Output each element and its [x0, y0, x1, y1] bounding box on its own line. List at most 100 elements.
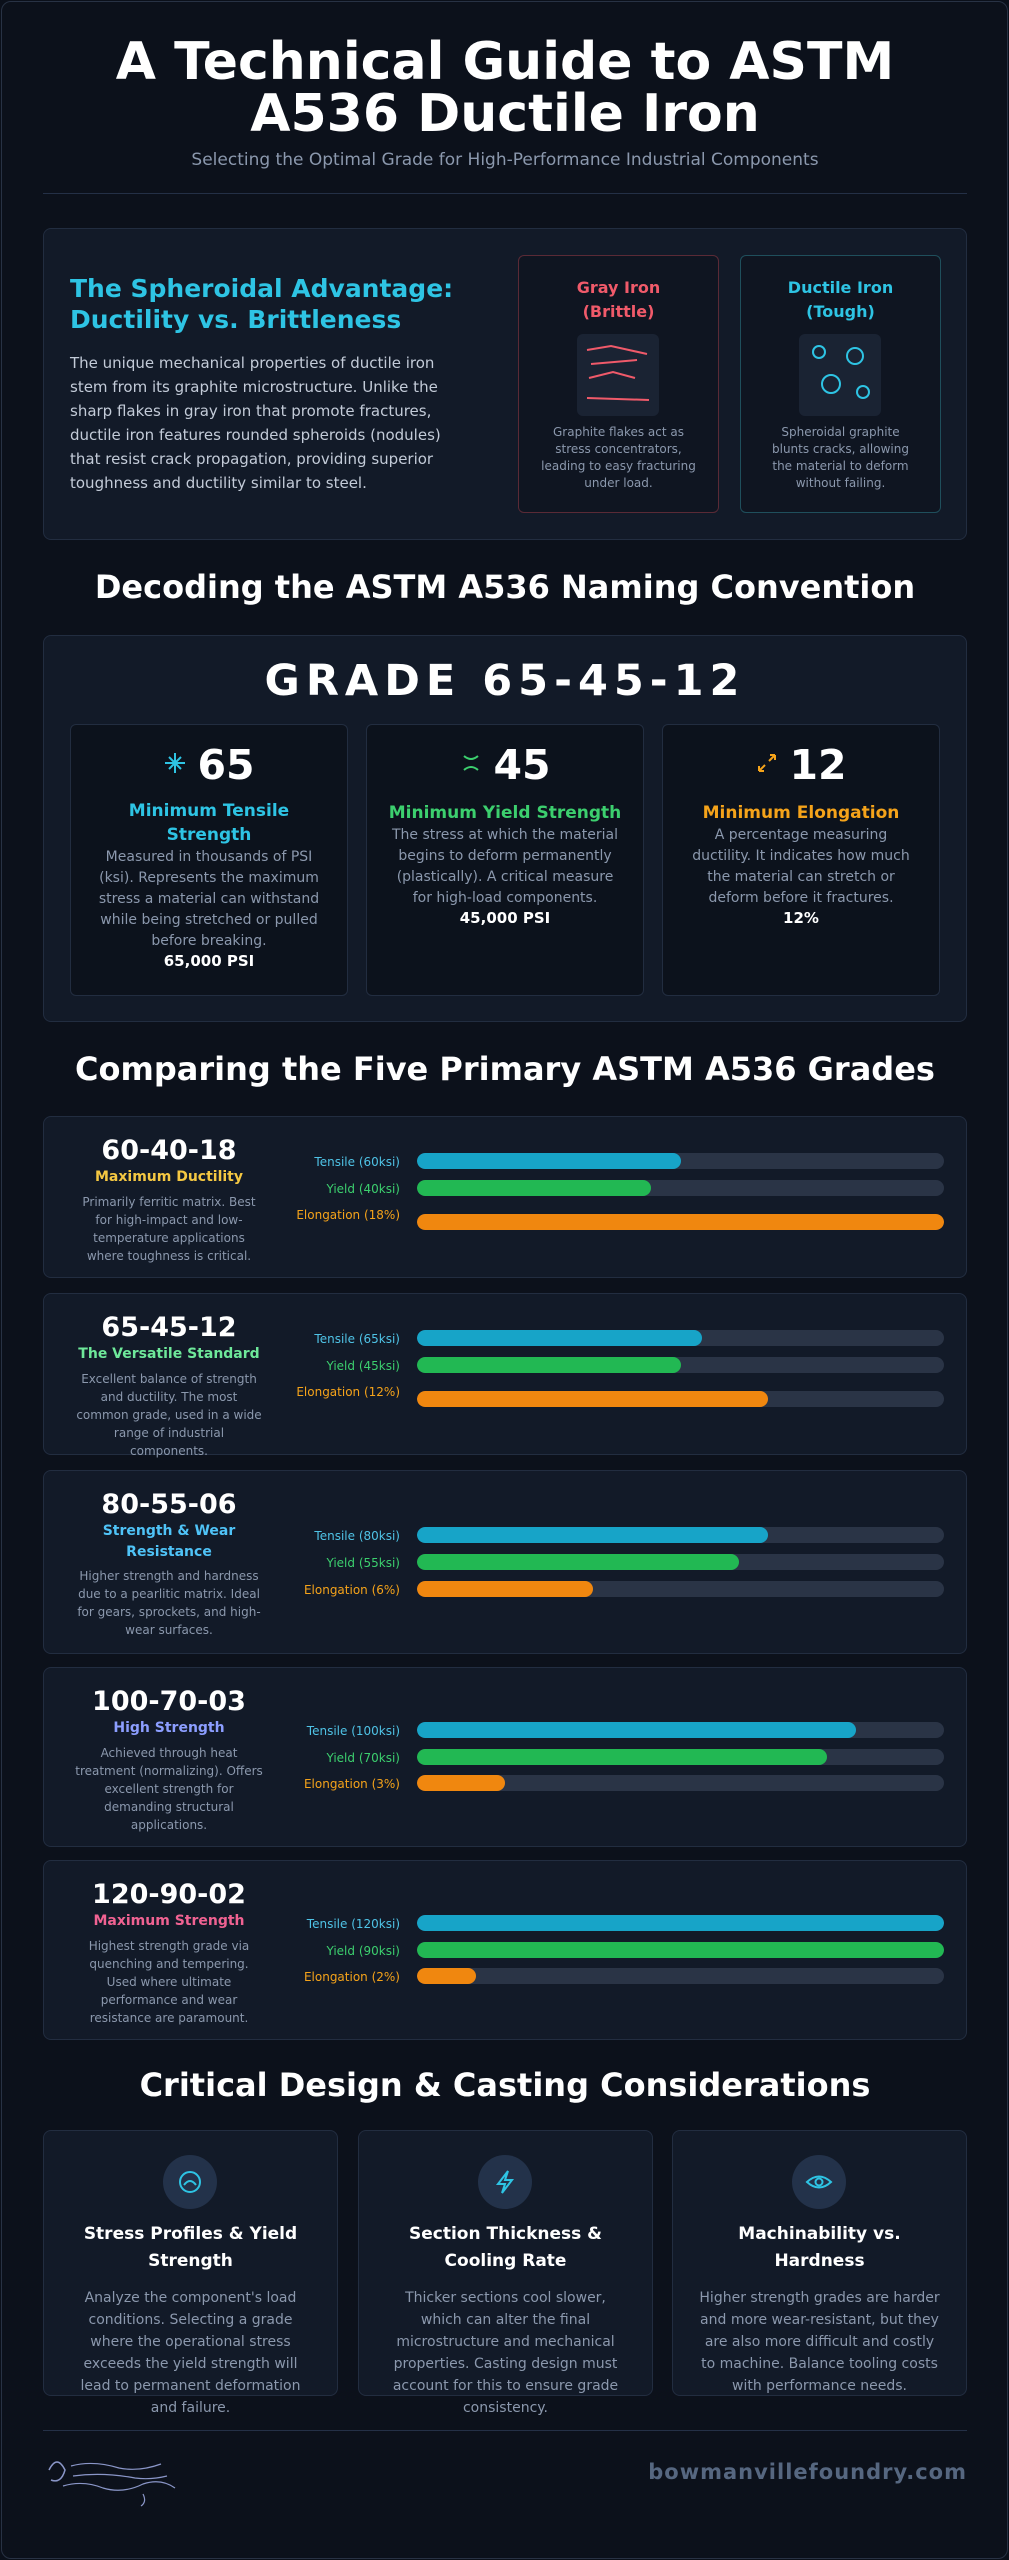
- tensile-bar: [417, 1722, 857, 1738]
- elongation-bar: [417, 1391, 769, 1407]
- elongation-bar-row: Elongation (12%): [294, 1383, 944, 1419]
- gray-iron-desc: Graphite flakes act as stress concentrat…: [541, 425, 696, 490]
- naming-heading: Decoding the ASTM A536 Naming Convention: [94, 568, 916, 606]
- grade-name: 65-45-12: [101, 1312, 237, 1343]
- tensile-bar-row: Tensile (80ksi): [294, 1527, 944, 1547]
- tensile-icon: [163, 751, 187, 779]
- yield-bar: [417, 1180, 652, 1196]
- grade-desc: Excellent balance of strength and ductil…: [76, 1372, 262, 1458]
- elongation-value: 12%: [783, 909, 819, 927]
- ductile-iron-desc: Spheroidal graphite blunts cracks, allow…: [772, 425, 909, 490]
- yield-bar-label: Yield (40ksi): [326, 1182, 400, 1196]
- tensile-bar-row: Tensile (65ksi): [294, 1330, 944, 1350]
- yield-text: The stress at which the material begins …: [392, 827, 618, 906]
- grade-card-100-70-03: 100-70-03 High Strength Achieved through…: [43, 1667, 967, 1847]
- tensile-part: 65 Minimum Tensile Strength Measured in …: [70, 724, 348, 996]
- elongation-bar-label: Elongation (2%): [303, 1970, 400, 1984]
- grade-desc: Higher strength and hardness due to a pe…: [77, 1569, 261, 1637]
- tensile-bar-label: Tensile (120ksi): [306, 1917, 400, 1931]
- tensile-bar-label: Tensile (65ksi): [314, 1332, 400, 1346]
- grade-subtitle: The Versatile Standard: [78, 1346, 260, 1362]
- elongation-bar: [417, 1775, 505, 1791]
- elongation-bar-label: Elongation (3%): [303, 1777, 400, 1791]
- expand-icon: [755, 751, 779, 779]
- elongation-bar: [417, 1968, 476, 1984]
- grade-name: 100-70-03: [92, 1686, 246, 1717]
- consideration-title: Stress Profiles & Yield Strength: [83, 2224, 298, 2271]
- page-subtitle: Selecting the Optimal Grade for High-Per…: [191, 150, 819, 170]
- elongation-label: Minimum Elongation: [702, 803, 900, 823]
- grade-name: 120-90-02: [92, 1879, 246, 1910]
- yield-icon: [459, 751, 483, 779]
- tensile-bar-label: Tensile (60ksi): [314, 1155, 400, 1169]
- yield-bar-row: Yield (90ksi): [294, 1942, 944, 1962]
- consideration-stress: Stress Profiles & Yield Strength Analyze…: [43, 2130, 338, 2416]
- company-logo[interactable]: [43, 2450, 183, 2510]
- naming-card: GRADE 65-45-12 65 Minimum Tensile Streng…: [43, 635, 967, 1022]
- grade-subtitle: Maximum Ductility: [94, 1169, 244, 1185]
- elongation-bar-label: Elongation (18%): [296, 1208, 400, 1222]
- yield-part: 45 Minimum Yield Strength The stress at …: [366, 724, 644, 996]
- consideration-text: Thicker sections cool slower, which can …: [392, 2290, 619, 2416]
- yield-bar-row: Yield (70ksi): [294, 1749, 944, 1769]
- advantage-title: The Spheroidal Advantage: Ductility vs. …: [70, 274, 454, 334]
- elongation-bar: [417, 1214, 944, 1230]
- tensile-number: 65: [197, 741, 255, 789]
- gray-iron-title: Gray Iron (Brittle): [576, 278, 661, 321]
- yield-bar-label: Yield (70ksi): [326, 1751, 400, 1765]
- page-title: A Technical Guide to ASTM A536 Ductile I…: [115, 32, 895, 144]
- elongation-number: 12: [789, 741, 847, 789]
- yield-bar-label: Yield (55ksi): [326, 1556, 400, 1570]
- advantage-text: The unique mechanical properties of duct…: [70, 354, 441, 492]
- elongation-bar-label: Elongation (12%): [296, 1385, 400, 1399]
- yield-bar: [417, 1554, 740, 1570]
- yield-bar: [417, 1357, 681, 1373]
- yield-number: 45: [493, 741, 551, 789]
- tensile-value: 65,000 PSI: [163, 952, 255, 970]
- yield-bar-label: Yield (45ksi): [326, 1359, 400, 1373]
- yield-bar-label: Yield (90ksi): [326, 1944, 400, 1958]
- grade-desc: Primarily ferritic matrix. Best for high…: [82, 1195, 256, 1263]
- advantage-card: The Spheroidal Advantage: Ductility vs. …: [43, 228, 967, 540]
- grade-desc: Highest strength grade via quenching and…: [88, 1939, 250, 2025]
- divider: [43, 193, 967, 194]
- grade-subtitle: Maximum Strength: [93, 1913, 245, 1929]
- yield-value: 45,000 PSI: [459, 909, 551, 927]
- elongation-bar-row: Elongation (6%): [294, 1581, 944, 1601]
- stress-icon: [163, 2155, 217, 2209]
- grade-desc: Achieved through heat treatment (normali…: [75, 1746, 263, 1832]
- grade-card-65-45-12: 65-45-12 The Versatile Standard Excellen…: [43, 1293, 967, 1458]
- grade-name: 60-40-18: [101, 1135, 237, 1166]
- lightning-icon: [478, 2155, 532, 2209]
- yield-bar-row: Yield (45ksi): [294, 1357, 944, 1377]
- yield-bar-row: Yield (55ksi): [294, 1554, 944, 1574]
- tensile-bar-row: Tensile (120ksi): [294, 1915, 944, 1935]
- grade-card-60-40-18: 60-40-18 Maximum Ductility Primarily fer…: [43, 1116, 967, 1278]
- grade-example: GRADE 65-45-12: [264, 656, 746, 706]
- elongation-text: A percentage measuring ductility. It ind…: [692, 827, 910, 906]
- consideration-title: Section Thickness & Cooling Rate: [408, 2224, 603, 2271]
- tensile-bar-row: Tensile (100ksi): [294, 1722, 944, 1742]
- elongation-bar-label: Elongation (6%): [303, 1583, 400, 1597]
- tensile-text: Measured in thousands of PSI (ksi). Repr…: [98, 849, 320, 949]
- elongation-bar: [417, 1581, 593, 1597]
- tensile-bar: [417, 1527, 769, 1543]
- grade-name: 80-55-06: [101, 1489, 237, 1520]
- elongation-bar-row: Elongation (3%): [294, 1775, 944, 1795]
- ductile-iron-title: Ductile Iron (Tough): [787, 278, 894, 321]
- tensile-bar: [417, 1915, 944, 1931]
- consideration-thickness: Section Thickness & Cooling Rate Thicker…: [358, 2130, 653, 2416]
- consideration-machinability: Machinability vs. Hardness Higher streng…: [672, 2130, 967, 2396]
- grade-card-120-90-02: 120-90-02 Maximum Strength Highest stren…: [43, 1860, 967, 2040]
- tensile-bar-label: Tensile (100ksi): [306, 1724, 400, 1738]
- grade-subtitle: High Strength: [113, 1720, 225, 1736]
- yield-label: Minimum Yield Strength: [388, 803, 622, 823]
- grade-card-80-55-06: 80-55-06 Strength & Wear Resistance High…: [43, 1470, 967, 1654]
- ductile-iron-panel: Ductile Iron (Tough) Spheroidal graphite…: [740, 255, 941, 513]
- yield-bar-row: Yield (40ksi): [294, 1180, 944, 1200]
- yield-bar: [417, 1749, 827, 1765]
- elongation-bar-row: Elongation (2%): [294, 1968, 944, 1988]
- graphite-flakes-icon: [577, 334, 659, 416]
- grades-heading: Comparing the Five Primary ASTM A536 Gra…: [75, 1050, 935, 1088]
- website-link[interactable]: bowmanvillefoundry.com: [648, 2460, 967, 2484]
